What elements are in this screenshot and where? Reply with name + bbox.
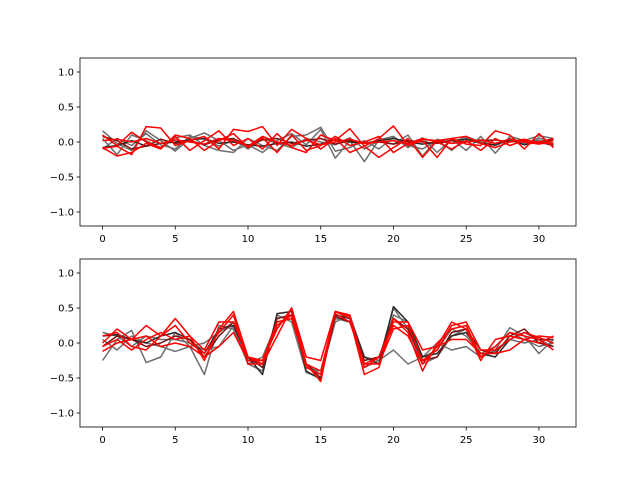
- x-tick-label: 0: [99, 435, 105, 446]
- x-tick-label: 25: [460, 234, 473, 245]
- series-line-8: [102, 132, 554, 157]
- x-tick-label: 15: [314, 234, 327, 245]
- x-tick-label: 15: [314, 435, 327, 446]
- series-line-7: [102, 127, 554, 159]
- y-tick-label: −0.5: [50, 374, 74, 385]
- x-tick-label: 25: [460, 435, 473, 446]
- series-line-6: [102, 307, 554, 369]
- y-tick-label: 1.0: [58, 269, 74, 280]
- chart-1: 0 5 10 15 20 25 30 −1.0 −0.5 0.0 0.5 1.0: [50, 57, 577, 245]
- series-line-9: [102, 135, 554, 147]
- x-tick-label: 30: [533, 435, 546, 446]
- y-tick-label: 0.0: [58, 138, 74, 149]
- y-tick-label: −0.5: [50, 173, 74, 184]
- series-line-9: [102, 307, 554, 383]
- series-line-8: [102, 312, 554, 372]
- y-tick-label: −1.0: [50, 409, 74, 420]
- y-tick-label: 1.0: [58, 68, 74, 79]
- x-tick-label: 5: [172, 234, 178, 245]
- x-tick-label: 20: [387, 234, 400, 245]
- x-tick-label: 10: [242, 435, 255, 446]
- x-tick-label: 30: [533, 234, 546, 245]
- x-tick-label: 0: [99, 234, 105, 245]
- series-group: [101, 125, 554, 163]
- y-tick-label: −1.0: [50, 208, 74, 219]
- y-tick-label: 0.5: [58, 103, 74, 114]
- chart-2: 0 5 10 15 20 25 30 −1.0 −0.5 0.0 0.5 1.0: [50, 258, 577, 446]
- x-tick-label: 20: [387, 435, 400, 446]
- x-tick-label: 5: [172, 435, 178, 446]
- y-tick-label: 0.5: [58, 304, 74, 315]
- series-group: [101, 305, 554, 383]
- x-tick-label: 10: [242, 234, 255, 245]
- y-tick-label: 0.0: [58, 339, 74, 350]
